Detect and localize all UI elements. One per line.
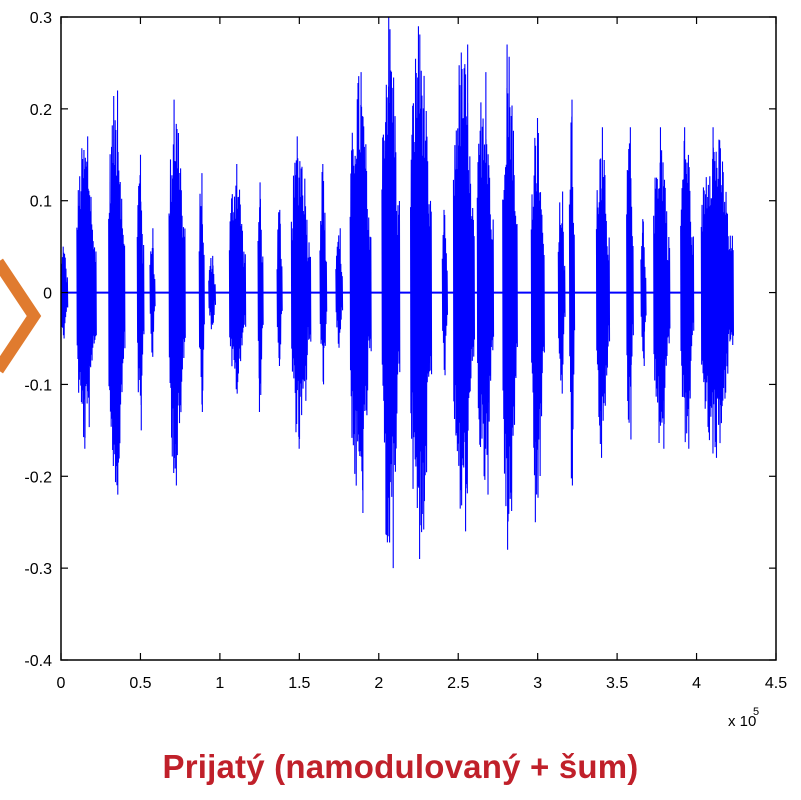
signal-burst-21 bbox=[502, 44, 518, 550]
chart-caption: Prijatý (namodulovaný + šum) bbox=[162, 748, 639, 785]
signal-burst-5 bbox=[149, 228, 156, 357]
signal-burst-30 bbox=[700, 127, 734, 458]
signal-burst-15 bbox=[349, 72, 372, 514]
signal-chart: 0 0.5 1 1.5 2 2.5 3 3.5 4 4.5 0.3 0.2 0.1 0 -0.1 -0.2 -0… bbox=[0, 10, 787, 730]
y-tick-label: -0.2 bbox=[24, 469, 52, 486]
signal-burst-12 bbox=[290, 136, 312, 449]
signal-burst-4 bbox=[136, 154, 145, 431]
y-tick-label: 0.2 bbox=[30, 102, 52, 119]
signal-burst-25 bbox=[595, 127, 611, 458]
signal-burst-9 bbox=[228, 163, 247, 394]
signal-burst-13 bbox=[319, 163, 328, 385]
x-tick-label: 1 bbox=[215, 675, 224, 692]
x-tick-label: 0.5 bbox=[129, 675, 151, 692]
x-tick-label: 3.5 bbox=[606, 675, 628, 692]
signal-burst-6 bbox=[168, 99, 186, 486]
signal-burst-18 bbox=[441, 209, 448, 376]
signal-burst-20 bbox=[476, 72, 495, 495]
y-tick-label: 0.1 bbox=[30, 194, 52, 211]
signal-burst-17 bbox=[410, 26, 433, 559]
chevron-right-icon bbox=[0, 258, 42, 374]
x-tick-label: 1.5 bbox=[288, 675, 310, 692]
y-tick-label: -0.4 bbox=[24, 653, 52, 670]
plot-frame bbox=[60, 16, 777, 661]
signal-burst-29 bbox=[680, 127, 695, 449]
x-multiplier-label: x 10 bbox=[728, 713, 756, 730]
signal-burst-14 bbox=[335, 228, 344, 348]
signal-burst-10 bbox=[257, 182, 264, 412]
signal-burst-8 bbox=[208, 255, 217, 330]
x-tick-label: 2 bbox=[374, 675, 383, 692]
x-tick-label: 2.5 bbox=[447, 675, 469, 692]
signal-burst-16 bbox=[381, 17, 401, 569]
signal-burst-1 bbox=[60, 246, 69, 339]
signal-burst-27 bbox=[640, 219, 647, 367]
signal-burst-11 bbox=[276, 209, 283, 367]
signal-burst-19 bbox=[452, 44, 476, 532]
signal-burst-24 bbox=[568, 99, 576, 486]
signal-burst-28 bbox=[653, 127, 671, 449]
y-tick-label: -0.3 bbox=[24, 561, 52, 578]
signal-burst-7 bbox=[198, 173, 205, 412]
y-tick-label: 0 bbox=[43, 286, 52, 303]
x-tick-label: 0 bbox=[57, 675, 66, 692]
signal-burst-23 bbox=[557, 191, 566, 394]
signal-burst-2 bbox=[76, 136, 97, 449]
x-multiplier-exponent: 5 bbox=[753, 706, 759, 718]
y-tick-label: 0.3 bbox=[30, 10, 52, 27]
signal-burst-3 bbox=[108, 90, 126, 495]
x-tick-label: 4.5 bbox=[765, 675, 787, 692]
x-tick-label: 4 bbox=[692, 675, 701, 692]
signal-burst-26 bbox=[626, 127, 634, 440]
x-tick-label: 3 bbox=[533, 675, 542, 692]
y-tick-label: -0.1 bbox=[24, 377, 52, 394]
signal-burst-22 bbox=[530, 118, 545, 523]
